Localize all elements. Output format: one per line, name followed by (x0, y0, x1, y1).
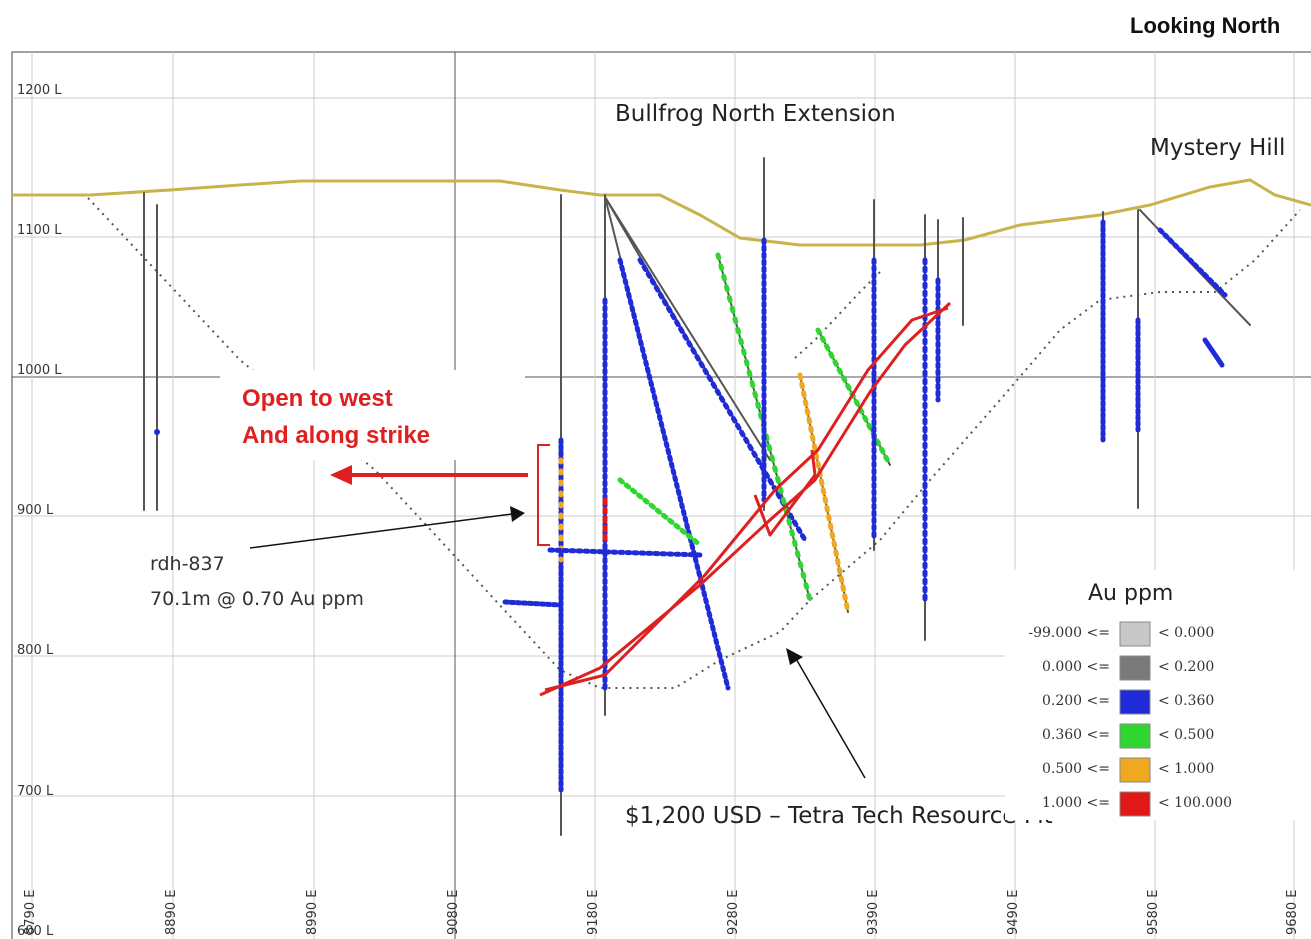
legend-items: -99.000 <= < 0.000 0.000 <= < 0.200 0.200 <=… (1028, 621, 1232, 817)
ore-zone-outline-link (753, 449, 817, 537)
legend-item-upper: < 0.360 (1158, 693, 1214, 709)
area-label-mystery-hill: Mystery Hill (1150, 135, 1285, 161)
intercept-bracket (537, 444, 550, 546)
easting-label-9080: 9080 E (446, 890, 461, 935)
intercept-leader (249, 513, 513, 549)
drill-hole-assay (637, 257, 808, 543)
view-direction-label: Looking North (1130, 13, 1280, 38)
level-label-1000: 1000 L (17, 363, 62, 378)
drill-hole-assay (1202, 337, 1225, 368)
pit-leader-head (786, 648, 803, 665)
legend-item-lower: 0.000 <= (1042, 659, 1110, 675)
ore-zone-outline-upper (539, 301, 952, 697)
open-note-line-1: Open to west (242, 385, 393, 412)
drill-hole-assay (547, 547, 703, 558)
drill-hole-assay (617, 257, 731, 691)
legend-item-lower: 1.000 <= (1042, 795, 1110, 811)
pit-shell-outline (87, 197, 1301, 689)
drill-hole-assay (1157, 227, 1228, 298)
legend-swatch (1119, 791, 1151, 817)
legend-background (1005, 570, 1311, 820)
legend-item-lower: 0.360 <= (1042, 727, 1110, 743)
drill-hole-assay (815, 327, 893, 468)
intercept-leader-head (510, 506, 525, 522)
legend-item-lower: 0.200 <= (1042, 693, 1110, 709)
open-note-line-2: And along strike (242, 422, 430, 449)
legend-swatch (1119, 689, 1151, 715)
drill-holes (143, 157, 1251, 836)
ore-zone-outline (539, 301, 952, 697)
legend-item-upper: < 0.200 (1158, 659, 1214, 675)
legend-item-lower: -99.000 <= (1028, 625, 1110, 641)
legend-swatch (1119, 723, 1151, 749)
legend-swatch (1119, 757, 1151, 783)
level-label-1200: 1200 L (17, 83, 62, 98)
level-label-1100: 1100 L (17, 223, 62, 238)
easting-label-9180: 9180 E (586, 890, 601, 935)
level-label-900: 900 L (17, 503, 54, 518)
pit-leader (794, 656, 866, 779)
level-labels: 1200 L 1100 L 1000 L 900 L 800 L 700 L 6… (17, 83, 62, 939)
drill-hole-assay (154, 429, 160, 435)
level-label-700: 700 L (17, 784, 54, 799)
drill-hole-assay (617, 477, 703, 548)
ore-zone-outline-lower (544, 306, 949, 692)
intercept-label: 70.1m @ 0.70 Au ppm (150, 588, 364, 610)
legend-swatch (1119, 655, 1151, 681)
level-label-600: 600 L (17, 924, 54, 939)
drill-hole-id: rdh-837 (150, 553, 225, 575)
easting-label-8790: 8790 E (23, 890, 38, 935)
topography-line (12, 178, 1311, 247)
level-label-800: 800 L (17, 643, 54, 658)
legend-item-upper: < 100.000 (1158, 795, 1232, 811)
pit-shell-inner (794, 271, 881, 359)
legend-swatch (1119, 621, 1151, 647)
legend-item-lower: 0.500 <= (1042, 761, 1110, 777)
drill-hole-assay (502, 599, 563, 608)
legend-item-upper: < 0.000 (1158, 625, 1214, 641)
easting-label-9490: 9490 E (1006, 890, 1021, 935)
open-west-arrow-head (330, 465, 352, 485)
legend-item-upper: < 1.000 (1158, 761, 1214, 777)
area-label-bullfrog: Bullfrog North Extension (615, 101, 896, 127)
drill-hole-assay (797, 372, 851, 615)
legend: Au ppm -99.000 <= < 0.000 0.000 <= < 0.200 0… (1005, 570, 1311, 820)
section-grid (12, 52, 1311, 939)
easting-label-9390: 9390 E (866, 890, 881, 935)
easting-label-8890: 8890 E (164, 890, 179, 935)
drill-hole (604, 196, 771, 461)
easting-labels: 8790 E 8890 E 8990 E 9080 E 9180 E 9280 … (23, 890, 1300, 935)
easting-label-8990: 8990 E (305, 890, 320, 935)
easting-label-9580: 9580 E (1146, 890, 1161, 935)
easting-label-9680: 9680 E (1285, 890, 1300, 935)
legend-title: Au ppm (1088, 581, 1173, 606)
easting-label-9280: 9280 E (726, 890, 741, 935)
pit-shell-label: $1,200 USD – Tetra Tech Resource Pit (625, 803, 1053, 829)
open-note-background (222, 370, 522, 460)
legend-item-upper: < 0.500 (1158, 727, 1214, 743)
